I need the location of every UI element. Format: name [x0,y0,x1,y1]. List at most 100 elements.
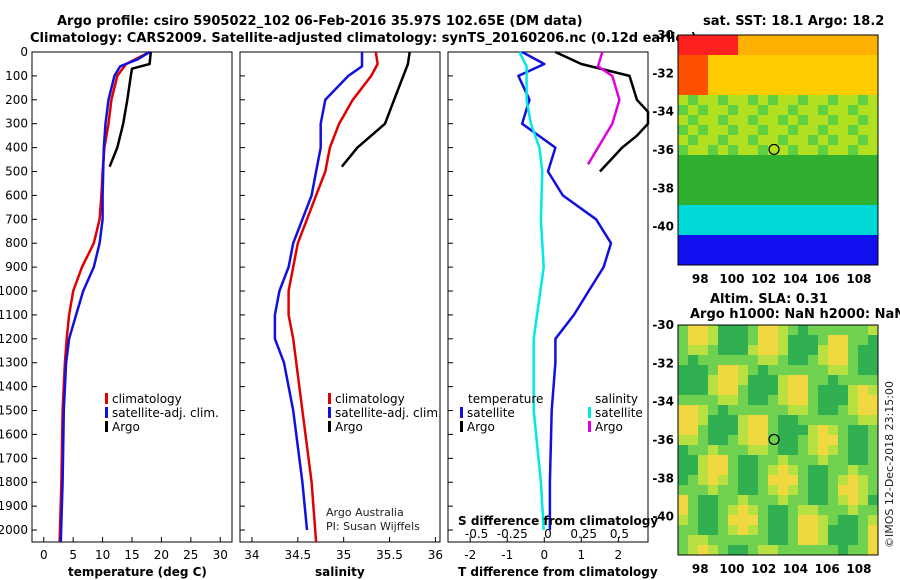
sst-map-cell [838,235,848,245]
sla-map-cell [818,345,828,355]
sla-map-cell [778,355,788,365]
sst-map-cell [708,65,718,75]
sst-map-cell [818,175,828,185]
sla-map-cell [698,335,708,345]
sst-map-cell [758,115,768,125]
sla-map-cell [788,465,798,475]
sla-map-cell [688,435,698,445]
salinity-panel-frame [239,51,441,543]
sst-map-cell [738,175,748,185]
sst-map-cell [688,255,698,265]
sla-map-cell [868,535,878,545]
sla-map-cell [798,325,808,335]
sst-map-cell [728,215,738,225]
sst-map-cell [788,125,798,135]
sst-map-cell [718,215,728,225]
sla-map-cell [748,445,758,455]
sst-map-cell [858,105,868,115]
sst-map-cell [798,155,808,165]
sla-map-cell [868,475,878,485]
sst-map-lon-tick-label: 104 [783,272,808,286]
sla-map-cell [748,365,758,375]
x-tick-label: 5 [69,548,77,562]
sst-map-cell [868,185,878,195]
sla-map-cell [738,425,748,435]
legend-climatology-label: climatology [335,392,405,406]
sst-map-cell [828,175,838,185]
sla-map-cell [708,355,718,365]
sla-map-cell [778,455,788,465]
sla-map-cell [698,325,708,335]
sst-map-cell [738,95,748,105]
sla-map-cell [828,525,838,535]
sla-map-cell [708,345,718,355]
sst-map-cell [858,185,868,195]
sst-map-cell [858,115,868,125]
sla-map-cell [728,385,738,395]
sla-map-cell [778,495,788,505]
depth-tick-label: 1200 [0,332,28,346]
sla-map-cell [718,455,728,465]
sla-map-cell [848,545,858,555]
sla-map-title-line1: Altim. SLA: 0.31 [710,292,828,307]
sla-map-cell [748,465,758,475]
sla-map-cell [788,435,798,445]
sst-map-cell [838,145,848,155]
sst-map-lon-tick-label: 102 [751,272,776,286]
legend-s-argo-swatch [588,421,591,432]
sst-map-cell [738,215,748,225]
sst-map-cell [678,255,688,265]
sst-map-cell [678,195,688,205]
sla-map-cell [728,525,738,535]
sla-map-cell [768,495,778,505]
sst-map-cell [718,225,728,235]
sst-map-cell [778,185,788,195]
s-tick-label: 0 [544,527,552,541]
legend-t-argo-label: Argo [467,420,495,434]
sst-map-cell [738,245,748,255]
sla-map-cell [718,325,728,335]
sla-map-cell [838,495,848,505]
legend-satellite-swatch [105,407,108,418]
sst-map-cell [748,75,758,85]
sla-map-cell [798,435,808,445]
sst-map-cell [718,85,728,95]
sla-map-cell [738,415,748,425]
sla-map-cell [798,365,808,375]
legend-s-argo-label: Argo [595,420,623,434]
sla-map-cell [708,415,718,425]
sst-map-cell [768,245,778,255]
sla-map-cell [758,345,768,355]
sst-map-cell [678,185,688,195]
sla-map-cell [768,415,778,425]
sst-map-cell [818,95,828,105]
sla-map-cell [698,535,708,545]
sla-map-cell [738,335,748,345]
sst-map-cell [708,95,718,105]
sst-map-cell [858,215,868,225]
sla-map-cell [698,545,708,555]
sst-map-cell [788,35,798,45]
sla-map-cell [858,325,868,335]
sst-map-cell [768,215,778,225]
sla-map-cell [758,465,768,475]
sla-map-cell [778,415,788,425]
sla-map-cell [748,505,758,515]
sst-map-cell [688,95,698,105]
s-diff-satellite-line [518,51,545,531]
sst-map-cell [688,115,698,125]
sst-map-cell [688,55,698,65]
sla-map-cell [738,465,748,475]
sst-map-cell [748,165,758,175]
sst-map-cell [738,185,748,195]
s-tick-label: -0.5 [465,527,488,541]
sst-map-cell [758,165,768,175]
sst-map-cell [818,45,828,55]
sla-map-cell [758,415,768,425]
sst-map-cell [848,105,858,115]
sla-map-cell [848,415,858,425]
sst-map-cell [728,255,738,265]
salinity-line-2 [340,51,411,168]
sst-map-cell [718,145,728,155]
sla-map-cell [758,355,768,365]
